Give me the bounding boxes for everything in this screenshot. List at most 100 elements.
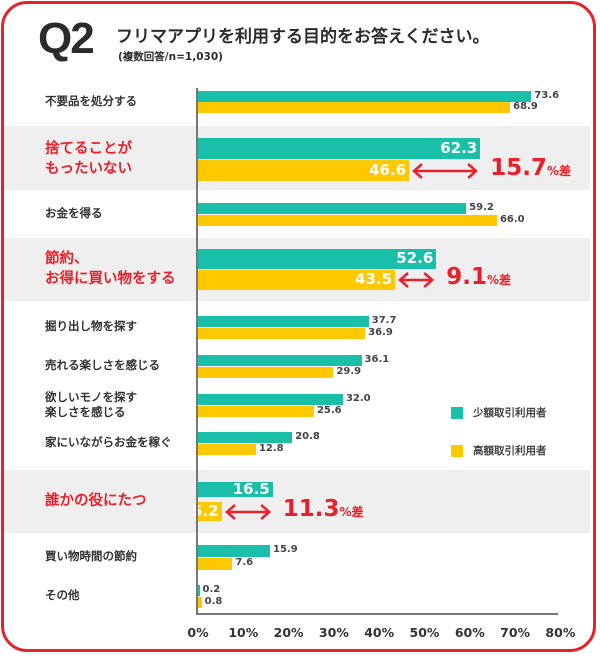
data-label: 32.0 [345, 392, 371, 404]
x-tick-label: 70% [500, 625, 531, 640]
x-axis-line [196, 613, 558, 615]
difference-annotation: 9.1%差 [446, 264, 511, 290]
data-label: 52.6 [396, 249, 434, 267]
chart-subtitle: (複数回答/n=1,030) [118, 51, 223, 63]
bar-low-amount [198, 138, 481, 159]
category-label-line: 家にいながらお金を稼ぐ [45, 435, 172, 449]
category-label: 買い物時間の節約 [45, 549, 137, 564]
category-label-line: もったいない [45, 160, 132, 177]
bar-low-amount [198, 482, 273, 497]
category-label: 掘り出し物を探す [45, 319, 137, 334]
data-label: 7.6 [235, 557, 254, 568]
category-label: 誰かの役にたつ [45, 491, 147, 511]
data-label: 43.5 [355, 270, 393, 288]
bar-low-amount [198, 585, 200, 596]
bar-low-amount [198, 203, 467, 214]
bar-low-amount [198, 316, 369, 327]
legend-label-high: 高額取引利用者 [473, 445, 547, 457]
difference-value: 11.3 [282, 495, 340, 522]
data-label: 59.2 [469, 201, 494, 213]
question-number: Q2 [38, 14, 95, 63]
legend-swatch-low [451, 406, 463, 419]
category-label-line: 楽しさを感じる [45, 404, 126, 419]
highlight-row-bg [4, 470, 590, 533]
category-label: 欲しいモノを探す 楽しさを感じる [45, 390, 137, 420]
category-label-line: その他 [45, 588, 80, 602]
category-label: 不要品を処分する [45, 94, 137, 109]
data-label: 25.6 [316, 404, 342, 416]
data-label: 0.8 [204, 595, 223, 607]
category-label: 節約、お得に買い物をする [45, 249, 176, 289]
category-label: 家にいながらお金を稼ぐ [45, 435, 172, 450]
category-label-line: 欲しいモノを探す [45, 389, 137, 404]
highlight-row-bg [4, 238, 590, 301]
difference-annotation: 15.7%差 [490, 155, 571, 181]
bar-low-amount [198, 432, 293, 443]
category-label: 売れる楽しさを感じる [45, 358, 160, 373]
x-tick-label: 80% [545, 625, 576, 640]
difference-unit: %差 [487, 273, 512, 287]
legend-item-high: 高額取引利用者 [451, 443, 547, 458]
bar-low-amount [198, 394, 343, 405]
category-label-line: 売れる楽しさを感じる [45, 358, 160, 372]
category-label: お金を得る [45, 206, 103, 221]
bar-high-amount [198, 102, 511, 113]
bar-low-amount [198, 91, 532, 102]
data-label: 36.1 [364, 353, 390, 365]
bar-high-amount [198, 367, 334, 378]
legend-item-low: 少額取引利用者 [451, 405, 547, 420]
bar-high-amount [198, 160, 410, 181]
category-label-line: 捨てることが [45, 140, 132, 157]
data-label: 73.6 [534, 89, 560, 101]
x-tick-label: 20% [273, 625, 304, 640]
double-arrow-icon [224, 503, 271, 520]
chart-title: フリマアプリを利用する目的をお答えください。 [116, 27, 490, 47]
category-label-line: お金を得る [45, 206, 103, 220]
bar-high-amount [198, 270, 396, 290]
data-label: 62.3 [440, 138, 478, 157]
category-label-line: 不要品を処分する [45, 93, 137, 108]
data-label: 16.5 [232, 479, 270, 498]
x-tick-label: 0% [187, 625, 209, 640]
bar-high-amount [198, 444, 256, 455]
bar-low-amount [198, 249, 437, 269]
bar-high-amount [198, 406, 314, 417]
category-label: 捨てることが もったいない [45, 139, 132, 179]
bar-high-amount [198, 558, 233, 570]
data-label: 37.7 [371, 314, 397, 326]
bar-high-amount [198, 328, 366, 339]
bar-high-amount [198, 502, 222, 521]
data-label: 5.2 [191, 501, 219, 520]
data-label: 68.9 [513, 100, 538, 112]
data-label: 36.9 [368, 326, 393, 338]
difference-value: 15.7 [490, 154, 547, 181]
difference-value: 9.1 [446, 264, 488, 290]
double-arrow-icon [412, 162, 479, 179]
x-tick-label: 10% [228, 625, 259, 640]
category-label-line: 誰かの役にたつ [45, 492, 147, 509]
data-label: 20.8 [295, 430, 320, 442]
bar-high-amount [198, 597, 202, 608]
x-tick-label: 50% [409, 625, 440, 640]
category-label: その他 [45, 588, 80, 603]
legend-label-low: 少額取引利用者 [473, 407, 547, 419]
double-arrow-icon [398, 272, 435, 288]
bar-high-amount [198, 215, 497, 226]
category-label-line: 節約、 [45, 250, 89, 267]
category-label-line: お得に買い物をする [45, 270, 176, 287]
data-label: 29.9 [336, 365, 362, 377]
y-axis-line [196, 88, 198, 615]
data-label: 46.6 [369, 160, 407, 179]
data-label: 66.0 [499, 213, 525, 225]
difference-unit: %差 [546, 163, 571, 178]
data-label: 12.8 [258, 442, 284, 454]
difference-unit: %差 [339, 504, 364, 519]
difference-annotation: 11.3%差 [283, 496, 364, 522]
bar-low-amount [198, 545, 271, 557]
legend-swatch-high [451, 444, 463, 457]
data-label: 0.2 [202, 583, 221, 595]
x-tick-label: 30% [318, 625, 349, 640]
x-tick-label: 60% [454, 625, 485, 640]
category-label-line: 掘り出し物を探す [45, 319, 137, 333]
x-tick-label: 40% [364, 625, 395, 640]
